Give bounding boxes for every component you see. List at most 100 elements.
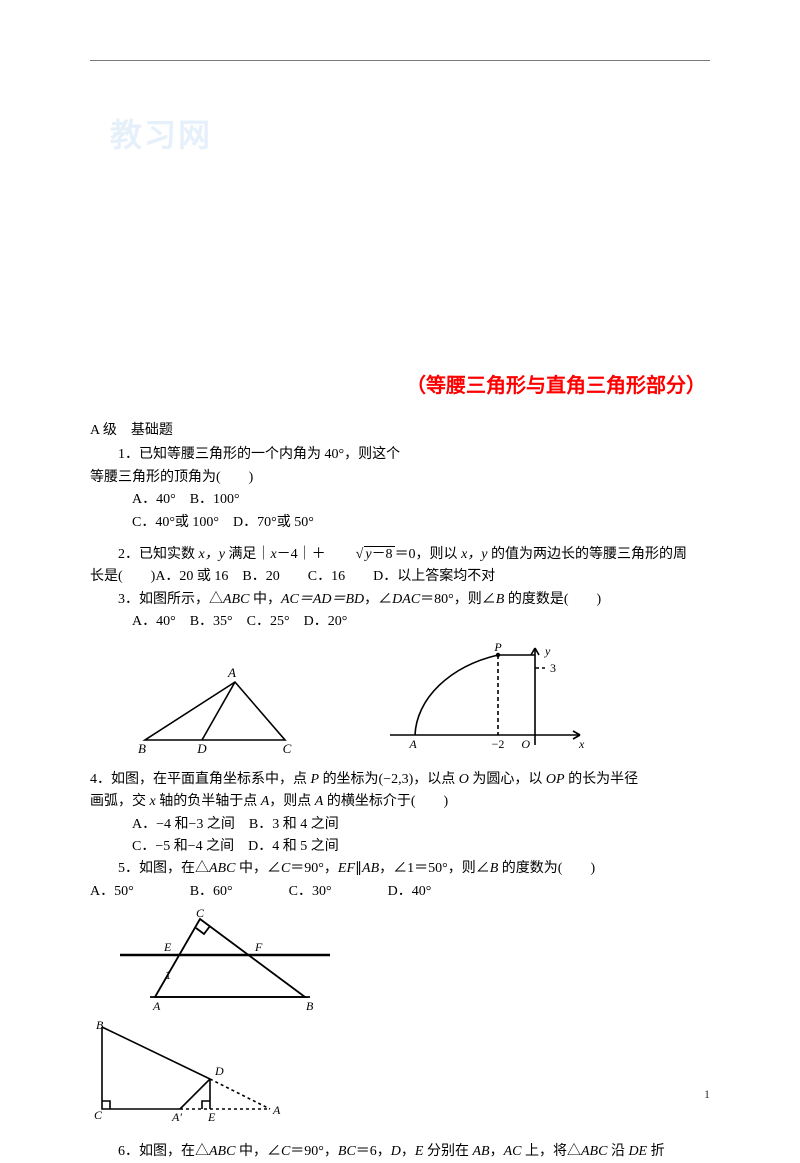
figures-row-1: A B D C	[130, 640, 710, 763]
q6-stem: 6．如图，在△ABC 中，∠C＝90°，BC＝6，D，E 分别在 AB，AC 上…	[90, 1141, 710, 1163]
q4-O: O	[459, 772, 469, 787]
level-label: A 级 基础题	[90, 420, 710, 442]
q6-abc2: ABC	[581, 1144, 607, 1159]
figure-q4: P A O x y −2 3	[380, 640, 590, 763]
q4-line1: 4．如图，在平面直角坐标系中，点 P 的坐标为(−2,3)，以点 O 为圆心，以…	[90, 769, 710, 791]
q6-DE: DE	[628, 1144, 647, 1159]
q4-c: 为圆心，以	[469, 772, 546, 787]
q6-a: 6．如图，在△	[118, 1144, 209, 1159]
q1-stem-line1: 1．已知等腰三角形的一个内角为 40°，则这个	[90, 444, 710, 466]
q4-a: 4．如图，在平面直角坐标系中，点	[90, 772, 311, 787]
fig4-label-A: A	[408, 737, 417, 751]
fig4-label-neg2: −2	[492, 737, 505, 751]
q5-e: 的度数为( )	[498, 861, 595, 876]
q4-d: 的长为半径	[565, 772, 639, 787]
q4-options-line1: A．−4 和−3 之间 B．3 和 4 之间	[90, 814, 710, 836]
q2-text-a: 2．已知实数	[118, 547, 199, 562]
q6-h: 沿	[607, 1144, 628, 1159]
fig3-label-A: A	[227, 665, 236, 680]
q2-text-e: 的值为两边长的等腰三角形的周	[488, 547, 688, 562]
q5-B: B	[490, 861, 499, 876]
q3-mid-a: 中，	[249, 592, 281, 607]
fig4-label-P: P	[493, 640, 502, 654]
q5-par: ∥	[355, 861, 362, 876]
q4-l2c: ，则点	[269, 794, 315, 809]
q3-options: A．40° B．35° C．25° D．20°	[90, 611, 710, 633]
fig5-label-1: 1	[165, 968, 171, 982]
q4-b: 的坐标为(−2,3)，以点	[319, 772, 459, 787]
q4-l2a: 画弧，交	[90, 794, 150, 809]
q2-text-b: 满足｜	[225, 547, 271, 562]
section-title: （等腰三角形与直角三角形部分）	[90, 370, 710, 402]
q6-AC: AC	[504, 1144, 522, 1159]
q2-xy: x，y	[199, 547, 225, 562]
fig6-label-C: C	[94, 1108, 103, 1122]
q5-C: C	[281, 861, 290, 876]
q3-stem: 3．如图所示，△ABC 中，AC＝AD＝BD，∠DAC＝80°，则∠B 的度数是…	[90, 589, 710, 611]
q2-stem-line2: 长是( )A．20 或 16 B．20 C．16 D．以上答案均不对	[90, 566, 710, 588]
q6-D: D	[391, 1144, 401, 1159]
q5-abc: ABC	[209, 861, 235, 876]
fig3-label-C: C	[283, 741, 292, 755]
q4-l2b: 轴的负半轴于点	[156, 794, 261, 809]
q4-OP: OP	[546, 772, 565, 787]
fig6-label-D: D	[214, 1064, 224, 1078]
watermark: 教习网	[110, 110, 212, 161]
q2-abs-tail: －4｜＋	[277, 547, 326, 562]
q6-f: ，	[490, 1144, 504, 1159]
q2-stem-line1: 2．已知实数 x，y 满足｜x－4｜＋√y－8＝0，则以 x，y 的值为两边长的…	[90, 544, 710, 566]
q2-text-c: ＝0，则以	[395, 547, 462, 562]
q3-mid-b: ，∠	[364, 592, 392, 607]
q6-comma: ，	[401, 1144, 415, 1159]
fig5-label-E: E	[163, 940, 172, 954]
fig4-label-x: x	[578, 737, 585, 751]
fig3-label-D: D	[196, 741, 207, 755]
q6-abc: ABC	[209, 1144, 235, 1159]
content-body: A 级 基础题 1．已知等腰三角形的一个内角为 40°，则这个 等腰三角形的顶角…	[90, 420, 710, 1163]
q3-mid-c: ＝80°，则∠	[420, 592, 496, 607]
fig6-label-A2: A′	[171, 1110, 182, 1124]
fig5-label-B: B	[306, 999, 314, 1012]
q5-a: 5．如图，在△	[118, 861, 209, 876]
q5-b: 中，∠	[235, 861, 281, 876]
q4-options-line2: C．−5 和−4 之间 D．4 和 5 之间	[90, 836, 710, 858]
q5-d: ，∠1＝50°，则∠	[379, 861, 490, 876]
q6-i: 折	[647, 1144, 665, 1159]
q6-c: ＝90°，	[290, 1144, 338, 1159]
q2-sqrt-tail: －8	[372, 547, 393, 562]
q6-C: C	[281, 1144, 290, 1159]
q4-P: P	[311, 772, 320, 787]
q3-a: 3．如图所示，△	[118, 592, 223, 607]
q6-d: ＝6，	[356, 1144, 391, 1159]
q2-xy2: x，y	[461, 547, 487, 562]
fig4-label-O: O	[521, 737, 530, 751]
fig5-label-C: C	[196, 907, 205, 920]
q6-e: 分别在	[423, 1144, 472, 1159]
q5-ef: EF	[338, 861, 355, 876]
q3-abc: ABC	[223, 592, 249, 607]
q5-c: ＝90°，	[290, 861, 338, 876]
q6-g: 上，将△	[521, 1144, 581, 1159]
q5-ab: AB	[362, 861, 379, 876]
figure-q6: B C D E A′ A	[90, 1017, 710, 1135]
q6-E: E	[415, 1144, 424, 1159]
page-number: 1	[704, 1085, 710, 1104]
q1-options-line2: C．40°或 100° D．70°或 50°	[90, 512, 710, 534]
q5-options: A．50° B．60° C．30° D．40°	[90, 881, 710, 903]
q3-dac: DAC	[392, 592, 420, 607]
sqrt-icon: √y－8	[326, 544, 395, 566]
q1-stem-line2: 等腰三角形的顶角为( )	[90, 467, 710, 489]
fig5-label-A: A	[152, 999, 161, 1012]
q3-eq: AC＝AD＝BD	[281, 592, 364, 607]
fig4-label-3: 3	[550, 661, 556, 675]
q6-b: 中，∠	[235, 1144, 281, 1159]
q4-A: A	[261, 794, 270, 809]
q1-options-line1: A．40° B．100°	[90, 489, 710, 511]
fig3-label-B: B	[138, 741, 146, 755]
figure-q3: A B D C	[130, 660, 300, 763]
fig6-label-A: A	[272, 1103, 281, 1117]
fig6-label-E: E	[207, 1110, 216, 1124]
q4-line2: 画弧，交 x 轴的负半轴于点 A，则点 A 的横坐标介于( )	[90, 791, 710, 813]
q6-AB: AB	[472, 1144, 489, 1159]
q5-stem: 5．如图，在△ABC 中，∠C＝90°，EF∥AB，∠1＝50°，则∠B 的度数…	[90, 858, 710, 880]
